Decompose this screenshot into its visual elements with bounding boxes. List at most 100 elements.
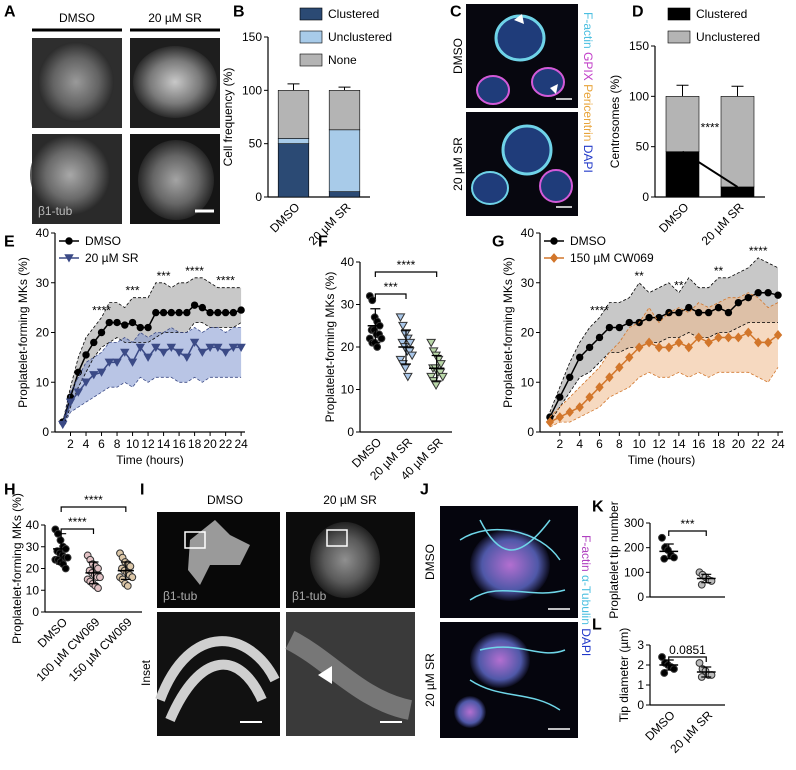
marker [670,665,678,673]
marker [220,348,231,357]
x-tick-label: 20 [732,437,746,451]
marker [400,330,411,339]
band [549,257,778,423]
marker [545,417,555,427]
marker [426,372,437,382]
panel-label: J [420,482,429,499]
x-tick-label: 14 [157,437,171,451]
legend-label: 20 µM SR [85,251,139,265]
band-edge [62,327,242,423]
marker [135,343,146,352]
connector [681,150,739,188]
marker [428,347,439,356]
y-tick-label: 20 [521,326,535,340]
marker [664,342,674,353]
legend-label: Unclustered [328,30,392,44]
y-axis-label: Proplatelet tip number [607,501,621,618]
x-tick-label: 18 [188,437,202,451]
significance: **** [701,121,720,135]
y-tick-label: 50 [249,137,263,151]
y-tick-label: 3 [637,638,644,652]
marker [198,303,207,312]
x-tick-label: 6 [98,437,105,451]
x-tick-label: 12 [141,437,155,451]
x-tick-label: 24 [234,437,248,451]
legend-swatch [299,30,323,44]
marker [144,323,152,332]
marker [625,318,633,327]
error-bar [731,85,744,97]
marker [773,330,783,340]
y-tick-label: 100 [242,83,262,97]
x-tick-label: 2 [556,437,563,451]
bar-segment [277,90,310,139]
marker [89,371,99,380]
y-tick-label: 30 [341,298,355,312]
marker [213,343,223,352]
marker [136,323,145,332]
row-label: 20 µM SR [451,137,465,191]
marker [127,358,138,367]
significance: *** [384,280,398,294]
y-tick-label: 20 [36,326,50,340]
x-tick-label: 2 [67,437,74,451]
x-tick-label: 10 [633,437,647,451]
x-tick-label: 8 [114,437,121,451]
marker [575,402,584,413]
y-tick-label: 200 [624,541,644,555]
y-tick-label: 0 [347,425,354,439]
marker [754,289,762,297]
marker [426,338,437,348]
marker [151,343,161,352]
marker [61,564,70,573]
marker [377,334,386,343]
y-tick-label: 2 [637,658,644,672]
stain: DAPI [581,145,595,173]
legend-marker [64,254,74,263]
error-bar [701,666,712,678]
panel-label: C [450,4,462,21]
panel-label: B [233,4,245,21]
marker [704,308,713,317]
marker [74,368,82,376]
marker [121,321,129,329]
marker [166,343,177,352]
marker [373,343,382,351]
marker [205,343,215,352]
marker [556,393,564,401]
marker [104,358,114,367]
marker [704,337,713,348]
marker [183,308,191,317]
column-label: DMSO [207,493,243,507]
marker [189,338,200,347]
x-tick-label: 12 [652,437,666,451]
band [62,327,242,427]
band-edge [549,367,779,428]
legend-label: None [328,53,357,67]
marker [644,337,654,348]
marker [236,343,246,352]
x-tick-label: 16 [172,437,186,451]
marker [654,342,664,353]
band [549,292,778,427]
y-tick-label: 0 [642,190,649,204]
marker [175,308,183,317]
legend-swatch [299,7,323,21]
marker [436,360,446,369]
marker [405,338,416,348]
x-tick-label: 6 [596,437,603,451]
y-tick-label: 10 [341,383,355,397]
panel-label: K [592,499,604,516]
x-tick-label: 22 [219,437,233,451]
marker [228,343,239,352]
panel-label: I [140,482,144,499]
marker [615,323,624,332]
column-label: 20 µM SR [148,11,202,25]
significance: *** [126,284,140,298]
marker [658,653,666,661]
y-tick-label: 1 [637,678,644,692]
bracket [60,528,95,534]
y-axis-label: Proplatelet-forming MKs (%) [16,257,30,408]
legend-label: 150 µM CW069 [570,251,654,265]
y-tick-label: 40 [26,518,40,532]
